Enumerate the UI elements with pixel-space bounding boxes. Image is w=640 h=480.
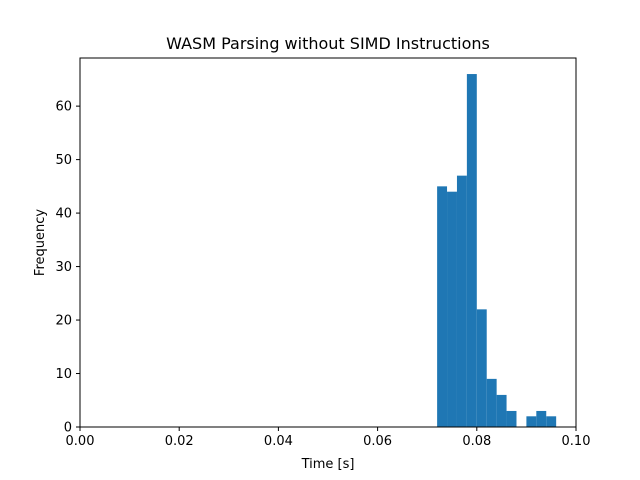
histogram-bar-5: [486, 378, 497, 427]
y-tick-label: 30: [55, 260, 72, 275]
x-tick-label: 0.10: [562, 434, 591, 449]
x-tick-label: 0.02: [165, 434, 194, 449]
histogram-bar-11: [546, 416, 557, 427]
x-tick-label: 0.08: [462, 434, 491, 449]
x-tick-label: 0.06: [363, 434, 392, 449]
x-tick-label: 0.00: [66, 434, 95, 449]
histogram-bar-10: [536, 410, 547, 427]
y-tick-label: 60: [55, 100, 72, 115]
x-tick-label: 0.04: [264, 434, 293, 449]
histogram-bar-1: [447, 191, 457, 427]
histogram-bar-2: [456, 175, 467, 427]
y-axis-label: Frequency: [33, 209, 48, 276]
x-axis-label: Time [s]: [301, 457, 355, 472]
histogram-bar-7: [506, 410, 517, 427]
histogram-bar-6: [496, 394, 507, 427]
histogram-bar-0: [437, 186, 448, 427]
histogram-bar-9: [526, 416, 537, 427]
x-axis-ticks: 0.00 0.02 0.04 0.06 0.08 0.10: [66, 427, 591, 449]
y-axis-ticks: 0 10 20 30 40 50 60: [55, 100, 80, 436]
y-tick-label: 10: [55, 367, 72, 382]
y-tick-label: 50: [55, 153, 72, 168]
histogram-bar-3: [466, 74, 477, 427]
histogram-bar-4: [476, 309, 487, 427]
y-tick-label: 20: [55, 314, 72, 329]
bars-group: [437, 74, 557, 427]
y-tick-label: 0: [64, 421, 72, 436]
plot-frame: [79, 57, 577, 428]
y-tick-label: 40: [55, 207, 72, 222]
chart-title: WASM Parsing without SIMD Instructions: [166, 34, 490, 53]
